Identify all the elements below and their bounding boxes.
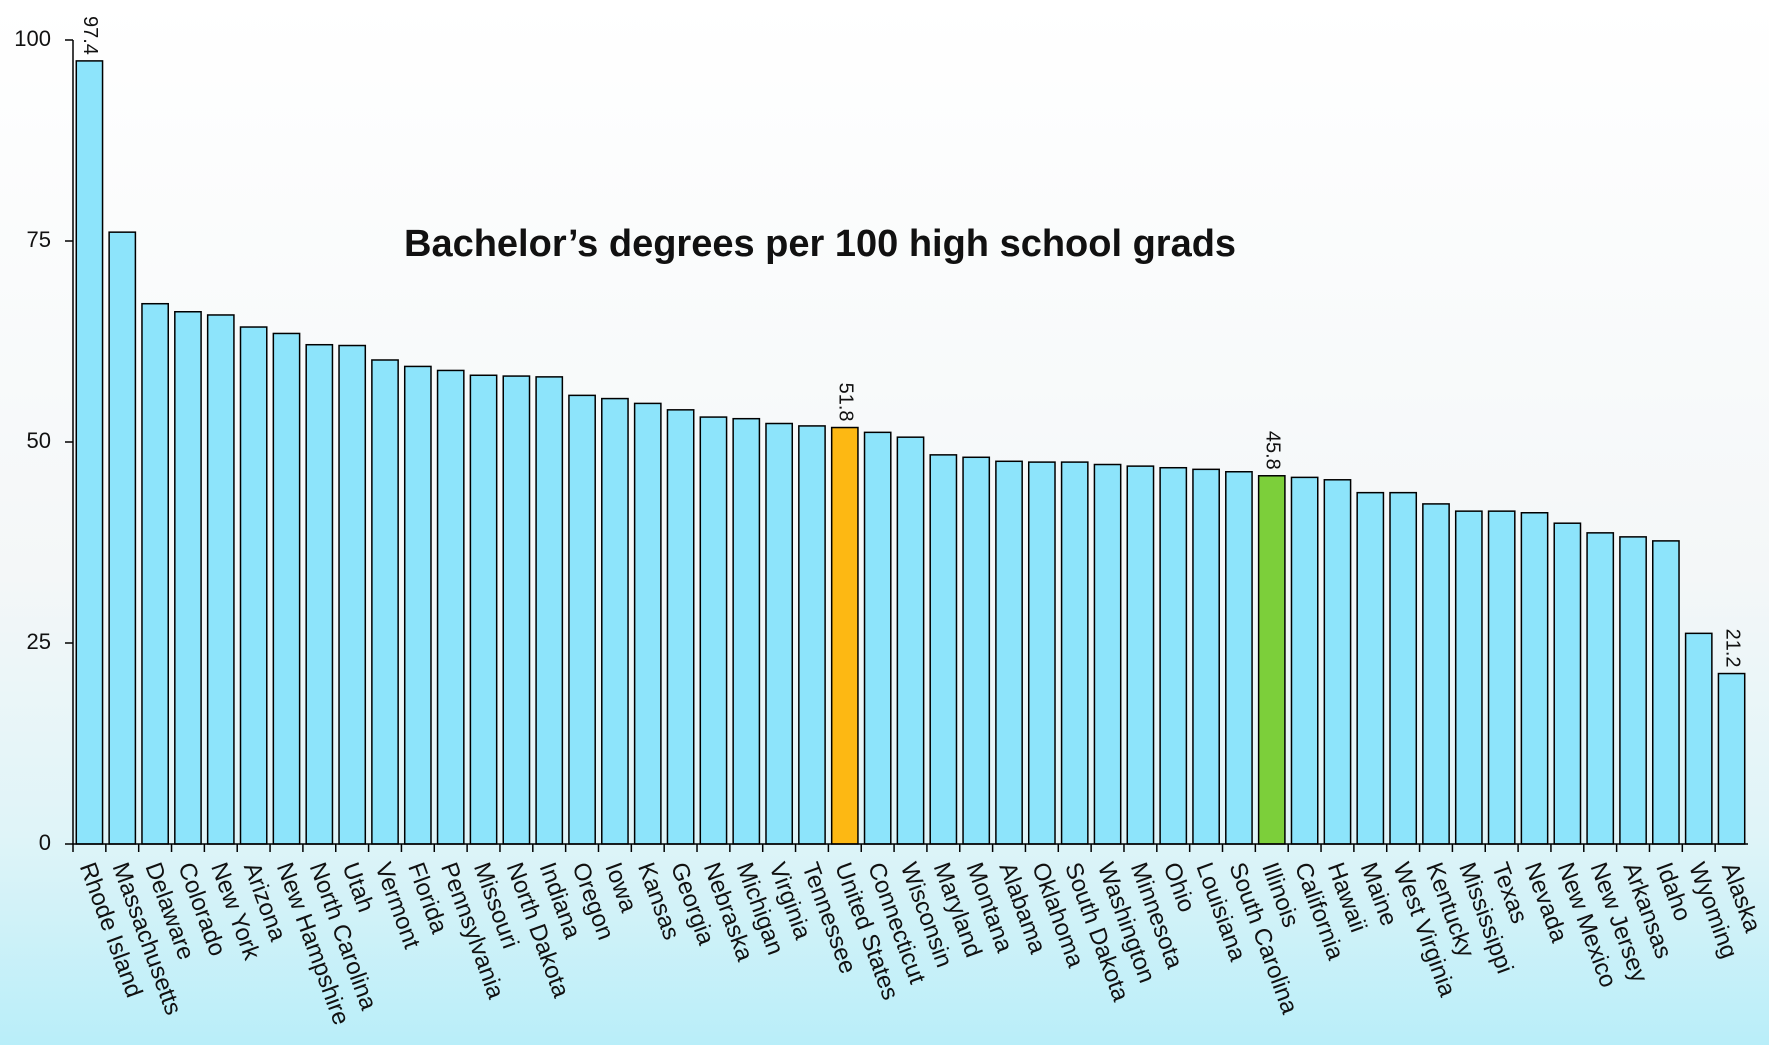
bar [1192,468,1220,845]
bar [338,344,367,845]
bar [1323,479,1352,845]
bar [995,460,1023,845]
y-tick-label: 25 [27,629,51,654]
bar [1553,522,1582,845]
bar [699,416,728,845]
bar [436,369,465,845]
bar [469,374,498,845]
bar [1487,510,1516,845]
bar [535,376,564,845]
bar [75,60,104,845]
value-label: 51.8 [835,383,857,422]
bar [1159,466,1188,845]
y-tick-label: 100 [14,26,51,51]
y-tick-label: 75 [27,227,51,252]
bar [1257,475,1286,845]
bar [1389,491,1418,845]
bar [1027,461,1056,845]
bar [1126,465,1155,845]
bar [568,394,596,845]
bar [1422,503,1450,845]
bar [1454,510,1483,845]
bar [732,417,761,845]
bar [863,431,892,845]
bar [206,314,235,845]
bar [174,311,202,845]
value-label: 97.4 [79,16,101,55]
bar [502,375,531,845]
bar [1356,491,1385,845]
chart-title: Bachelor’s degrees per 100 high school g… [404,223,1236,265]
value-label: 45.8 [1261,431,1283,470]
bar [403,365,432,845]
bar [1652,540,1680,845]
bar [1619,536,1647,845]
value-label: 21.2 [1721,629,1743,668]
y-tick-label: 50 [27,428,51,453]
bar [1717,672,1746,845]
bar [1586,532,1615,845]
bar [666,409,695,845]
bar [962,456,991,845]
y-tick-label: 0 [39,830,51,855]
bar [108,231,137,845]
bar [830,426,859,845]
bar [305,343,334,845]
bar [1093,463,1122,845]
bar [1684,632,1713,845]
bar [896,436,925,845]
bar [141,302,169,845]
bar [765,422,794,845]
bar [1520,512,1549,845]
bar [1290,476,1319,845]
bar [798,425,826,845]
bar [239,326,268,845]
bar [1225,470,1253,845]
bar [601,397,629,845]
bar [929,454,958,845]
bar [633,402,662,845]
bar [371,359,399,845]
bar [1060,461,1089,845]
bar [272,332,301,845]
